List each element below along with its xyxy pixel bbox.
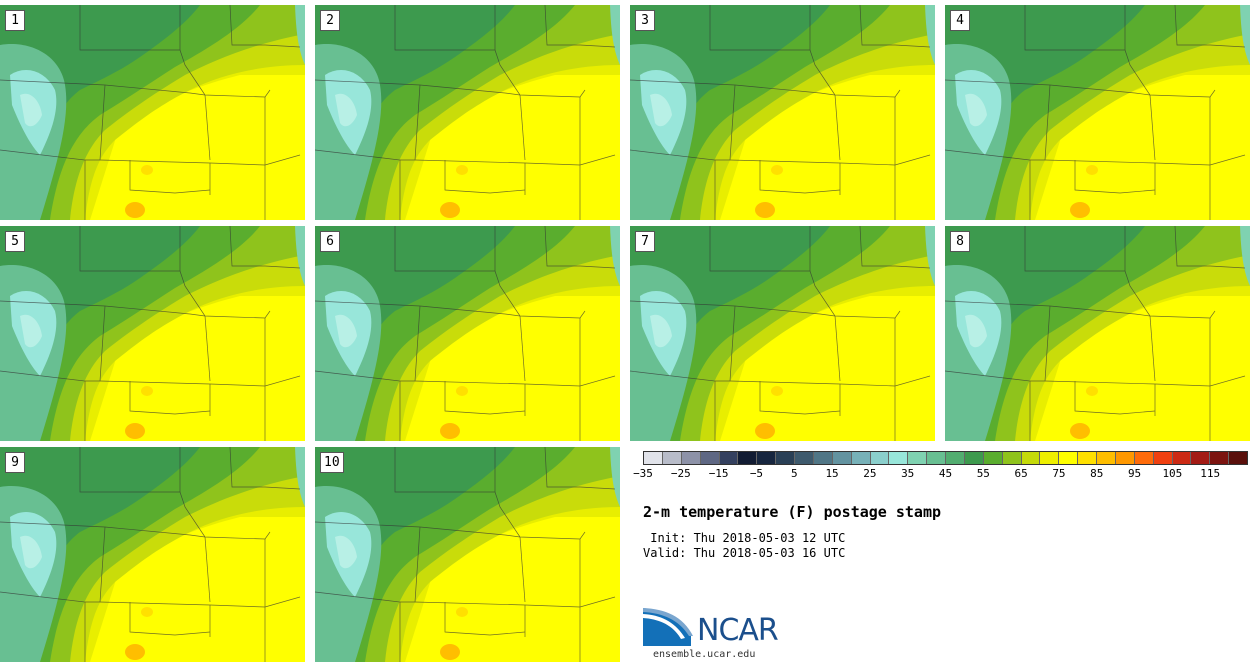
colorbar-segment (1115, 452, 1135, 464)
forecast-panel-1: 1 (0, 5, 305, 220)
colorbar-tick-label: 55 (976, 467, 990, 480)
member-label: 7 (635, 231, 655, 252)
temperature-map (0, 226, 305, 441)
colorbar-segment (832, 452, 852, 464)
colorbar-tick-label: 95 (1127, 467, 1142, 480)
chart-title: 2-m temperature (F) postage stamp (643, 503, 942, 521)
colorbar-ticks: −35 −25 −15 −5 5 15 25 35 45 55 65 75 85 95 105 115 (633, 467, 1248, 485)
colorbar-segment (1134, 452, 1154, 464)
colorbar-segment (1040, 452, 1060, 464)
member-label: 10 (320, 452, 344, 473)
forecast-panel-7: 7 (630, 226, 935, 441)
temperature-map (0, 447, 305, 662)
forecast-panel-6: 6 (315, 226, 620, 441)
colorbar-segment (1210, 452, 1230, 464)
colorbar-segment (738, 452, 758, 464)
forecast-panel-10: 10 (315, 447, 620, 662)
colorbar-tick-label: 85 (1090, 467, 1104, 480)
colorbar-tick-label: 5 (790, 467, 798, 480)
colorbar-segment (719, 452, 739, 464)
member-label: 9 (5, 452, 25, 473)
ncar-logo-icon (643, 608, 693, 646)
member-label: 2 (320, 10, 340, 31)
colorbar-tick-label: −5 (749, 467, 764, 480)
colorbar-tick-label: −35 (633, 467, 653, 480)
colorbar-segment (1229, 452, 1247, 464)
colorbar-tick-label: 15 (825, 467, 839, 480)
colorbar-tick-label: 105 (1162, 467, 1183, 480)
forecast-panel-4: 4 (945, 5, 1250, 220)
colorbar-segment (983, 452, 1003, 464)
colorbar-segment (964, 452, 984, 464)
forecast-panel-5: 5 (0, 226, 305, 441)
colorbar-segment (700, 452, 720, 464)
ncar-logo-text: NCAR (697, 613, 779, 648)
colorbar-segment (1191, 452, 1211, 464)
temperature-map (945, 5, 1250, 220)
colorbar-segment (1021, 452, 1041, 464)
temperature-map (630, 5, 935, 220)
forecast-panel-3: 3 (630, 5, 935, 220)
colorbar-segment (1002, 452, 1022, 464)
temperature-map (315, 5, 620, 220)
site-url: ensemble.ucar.edu (653, 649, 756, 660)
temperature-map (315, 447, 620, 662)
colorbar-tick-label: 65 (1014, 467, 1028, 480)
colorbar-segment (851, 452, 871, 464)
colorbar-segment (889, 452, 909, 464)
colorbar-tick-label: −25 (670, 467, 691, 480)
temperature-map (0, 5, 305, 220)
temperature-colorbar (643, 451, 1248, 465)
forecast-panel-9: 9 (0, 447, 305, 662)
member-label: 5 (5, 231, 25, 252)
init-time: Init: Thu 2018-05-03 12 UTC (643, 531, 846, 545)
colorbar-tick-label: 35 (901, 467, 915, 480)
colorbar-tick-label: 25 (863, 467, 877, 480)
member-label: 6 (320, 231, 340, 252)
colorbar-segment (1097, 452, 1116, 464)
colorbar-tick-label: 115 (1200, 467, 1221, 480)
colorbar-segment (1153, 452, 1173, 464)
valid-time: Valid: Thu 2018-05-03 16 UTC (643, 546, 846, 560)
member-label: 1 (5, 10, 25, 31)
colorbar-segment (870, 452, 890, 464)
colorbar-segment (927, 452, 946, 464)
forecast-panel-2: 2 (315, 5, 620, 220)
member-label: 4 (950, 10, 970, 31)
colorbar-segment (908, 452, 928, 464)
colorbar-tick-label: −15 (708, 467, 729, 480)
colorbar-segment (776, 452, 795, 464)
temperature-map (945, 226, 1250, 441)
colorbar-segment (644, 452, 663, 464)
colorbar-tick-label: 45 (938, 467, 953, 480)
colorbar-tick-label: 75 (1052, 467, 1066, 480)
member-label: 3 (635, 10, 655, 31)
colorbar-segment (946, 452, 965, 464)
forecast-panel-8: 8 (945, 226, 1250, 441)
colorbar-segment (681, 452, 701, 464)
colorbar-segment (813, 452, 833, 464)
colorbar-segment (1059, 452, 1079, 464)
colorbar-segment (1078, 452, 1097, 464)
colorbar-segment (662, 452, 682, 464)
colorbar-segment (795, 452, 814, 464)
colorbar-segment (757, 452, 777, 464)
temperature-map (630, 226, 935, 441)
temperature-map (315, 226, 620, 441)
member-label: 8 (950, 231, 970, 252)
colorbar-segment (1172, 452, 1192, 464)
